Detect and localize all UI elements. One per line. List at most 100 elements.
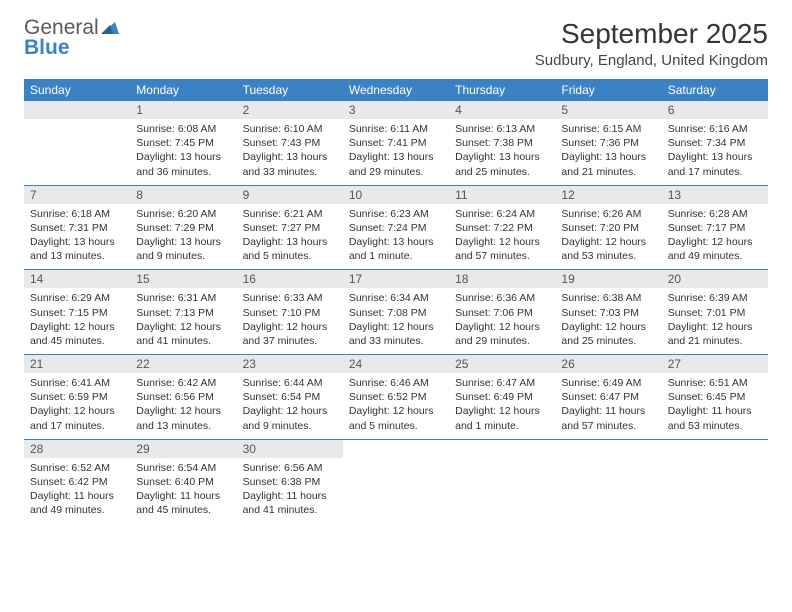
day-number: 16 [237, 270, 343, 288]
daylight-line: Daylight: 13 hours and 5 minutes. [243, 235, 337, 263]
day-number: 30 [237, 440, 343, 458]
sunset-line: Sunset: 7:29 PM [136, 221, 230, 235]
day-number: 6 [662, 101, 768, 119]
day-data [662, 458, 768, 510]
daylight-line: Daylight: 13 hours and 33 minutes. [243, 150, 337, 178]
daylight-line: Daylight: 13 hours and 17 minutes. [668, 150, 762, 178]
day-data: Sunrise: 6:11 AMSunset: 7:41 PMDaylight:… [343, 119, 449, 185]
sunrise-line: Sunrise: 6:33 AM [243, 291, 337, 305]
sunrise-line: Sunrise: 6:41 AM [30, 376, 124, 390]
sunset-line: Sunset: 6:38 PM [243, 475, 337, 489]
daylight-line: Daylight: 12 hours and 9 minutes. [243, 404, 337, 432]
sunset-line: Sunset: 6:56 PM [136, 390, 230, 404]
calendar-empty-cell [555, 439, 661, 523]
day-number: 15 [130, 270, 236, 288]
calendar-day-cell: 21 Sunrise: 6:41 AMSunset: 6:59 PMDayligh… [24, 355, 130, 440]
day-data: Sunrise: 6:42 AMSunset: 6:56 PMDaylight:… [130, 373, 236, 439]
daylight-line: Daylight: 12 hours and 29 minutes. [455, 320, 549, 348]
month-title: September 2025 [535, 18, 768, 50]
day-data: Sunrise: 6:31 AMSunset: 7:13 PMDaylight:… [130, 288, 236, 354]
day-data: Sunrise: 6:08 AMSunset: 7:45 PMDaylight:… [130, 119, 236, 185]
sunset-line: Sunset: 6:45 PM [668, 390, 762, 404]
calendar-day-cell: 28Sunrise: 6:52 AMSunset: 6:42 PMDayligh… [24, 439, 130, 523]
sunset-line: Sunset: 7:01 PM [668, 306, 762, 320]
day-number [24, 101, 130, 119]
calendar-page: General Blue September 2025 Sudbury, Eng… [0, 0, 792, 535]
day-data: Sunrise: 6:20 AMSunset: 7:29 PMDaylight:… [130, 204, 236, 270]
daylight-line: Daylight: 12 hours and 17 minutes. [30, 404, 124, 432]
sunset-line: Sunset: 6:54 PM [243, 390, 337, 404]
sunset-line: Sunset: 6:59 PM [30, 390, 124, 404]
brand-triangle-icon [101, 18, 119, 38]
daylight-line: Daylight: 13 hours and 1 minute. [349, 235, 443, 263]
sunset-line: Sunset: 7:41 PM [349, 136, 443, 150]
calendar-day-cell: 29Sunrise: 6:54 AMSunset: 6:40 PMDayligh… [130, 439, 236, 523]
calendar-week-row: 14Sunrise: 6:29 AMSunset: 7:15 PMDayligh… [24, 270, 768, 355]
day-data: Sunrise: 6:56 AMSunset: 6:38 PMDaylight:… [237, 458, 343, 524]
calendar-body: 1Sunrise: 6:08 AMSunset: 7:45 PMDaylight… [24, 101, 768, 523]
day-number: 11 [449, 186, 555, 204]
calendar-empty-cell [343, 439, 449, 523]
daylight-line: Daylight: 13 hours and 21 minutes. [561, 150, 655, 178]
calendar-day-cell: 11Sunrise: 6:24 AMSunset: 7:22 PMDayligh… [449, 185, 555, 270]
sunrise-line: Sunrise: 6:26 AM [561, 207, 655, 221]
calendar-day-cell: 30Sunrise: 6:56 AMSunset: 6:38 PMDayligh… [237, 439, 343, 523]
calendar-day-cell: 7Sunrise: 6:18 AMSunset: 7:31 PMDaylight… [24, 185, 130, 270]
day-number: 27 [662, 355, 768, 373]
sunset-line: Sunset: 7:34 PM [668, 136, 762, 150]
day-data: Sunrise: 6:51 AMSunset: 6:45 PMDaylight:… [662, 373, 768, 439]
sunset-line: Sunset: 7:45 PM [136, 136, 230, 150]
sunset-line: Sunset: 7:27 PM [243, 221, 337, 235]
day-data: Sunrise: 6:28 AMSunset: 7:17 PMDaylight:… [662, 204, 768, 270]
day-number: 14 [24, 270, 130, 288]
day-number: 25 [449, 355, 555, 373]
sunset-line: Sunset: 6:47 PM [561, 390, 655, 404]
sunset-line: Sunset: 7:22 PM [455, 221, 549, 235]
calendar-day-cell: 20Sunrise: 6:39 AMSunset: 7:01 PMDayligh… [662, 270, 768, 355]
day-data: Sunrise: 6:21 AMSunset: 7:27 PMDaylight:… [237, 204, 343, 270]
day-data: Sunrise: 6:38 AMSunset: 7:03 PMDaylight:… [555, 288, 661, 354]
sunset-line: Sunset: 7:38 PM [455, 136, 549, 150]
sunrise-line: Sunrise: 6:49 AM [561, 376, 655, 390]
day-number: 21 [24, 355, 130, 373]
sunset-line: Sunset: 7:24 PM [349, 221, 443, 235]
day-number: 5 [555, 101, 661, 119]
weekday-header: Wednesday [343, 79, 449, 101]
weekday-header-row: SundayMondayTuesdayWednesdayThursdayFrid… [24, 79, 768, 101]
calendar-day-cell: 14Sunrise: 6:29 AMSunset: 7:15 PMDayligh… [24, 270, 130, 355]
day-data [24, 119, 130, 171]
day-data [343, 458, 449, 510]
weekday-header: Tuesday [237, 79, 343, 101]
calendar-day-cell: 3Sunrise: 6:11 AMSunset: 7:41 PMDaylight… [343, 101, 449, 185]
sunrise-line: Sunrise: 6:46 AM [349, 376, 443, 390]
calendar-day-cell: 19Sunrise: 6:38 AMSunset: 7:03 PMDayligh… [555, 270, 661, 355]
calendar-day-cell: 15Sunrise: 6:31 AMSunset: 7:13 PMDayligh… [130, 270, 236, 355]
sunrise-line: Sunrise: 6:28 AM [668, 207, 762, 221]
daylight-line: Daylight: 12 hours and 21 minutes. [668, 320, 762, 348]
sunrise-line: Sunrise: 6:36 AM [455, 291, 549, 305]
calendar-table: SundayMondayTuesdayWednesdayThursdayFrid… [24, 79, 768, 523]
calendar-day-cell: 10Sunrise: 6:23 AMSunset: 7:24 PMDayligh… [343, 185, 449, 270]
title-block: September 2025 Sudbury, England, United … [535, 18, 768, 69]
calendar-day-cell: 9Sunrise: 6:21 AMSunset: 7:27 PMDaylight… [237, 185, 343, 270]
day-data: Sunrise: 6:33 AMSunset: 7:10 PMDaylight:… [237, 288, 343, 354]
daylight-line: Daylight: 12 hours and 33 minutes. [349, 320, 443, 348]
calendar-day-cell: 27Sunrise: 6:51 AMSunset: 6:45 PMDayligh… [662, 355, 768, 440]
daylight-line: Daylight: 12 hours and 13 minutes. [136, 404, 230, 432]
day-data: Sunrise: 6:44 AMSunset: 6:54 PMDaylight:… [237, 373, 343, 439]
calendar-day-cell: 25Sunrise: 6:47 AMSunset: 6:49 PMDayligh… [449, 355, 555, 440]
day-number: 8 [130, 186, 236, 204]
sunset-line: Sunset: 6:42 PM [30, 475, 124, 489]
daylight-line: Daylight: 13 hours and 25 minutes. [455, 150, 549, 178]
daylight-line: Daylight: 12 hours and 53 minutes. [561, 235, 655, 263]
sunrise-line: Sunrise: 6:21 AM [243, 207, 337, 221]
calendar-day-cell: 22Sunrise: 6:42 AMSunset: 6:56 PMDayligh… [130, 355, 236, 440]
day-data: Sunrise: 6:49 AMSunset: 6:47 PMDaylight:… [555, 373, 661, 439]
calendar-day-cell: 8Sunrise: 6:20 AMSunset: 7:29 PMDaylight… [130, 185, 236, 270]
sunset-line: Sunset: 6:49 PM [455, 390, 549, 404]
daylight-line: Daylight: 12 hours and 37 minutes. [243, 320, 337, 348]
daylight-line: Daylight: 11 hours and 41 minutes. [243, 489, 337, 517]
weekday-header: Friday [555, 79, 661, 101]
sunrise-line: Sunrise: 6:51 AM [668, 376, 762, 390]
sunrise-line: Sunrise: 6:24 AM [455, 207, 549, 221]
